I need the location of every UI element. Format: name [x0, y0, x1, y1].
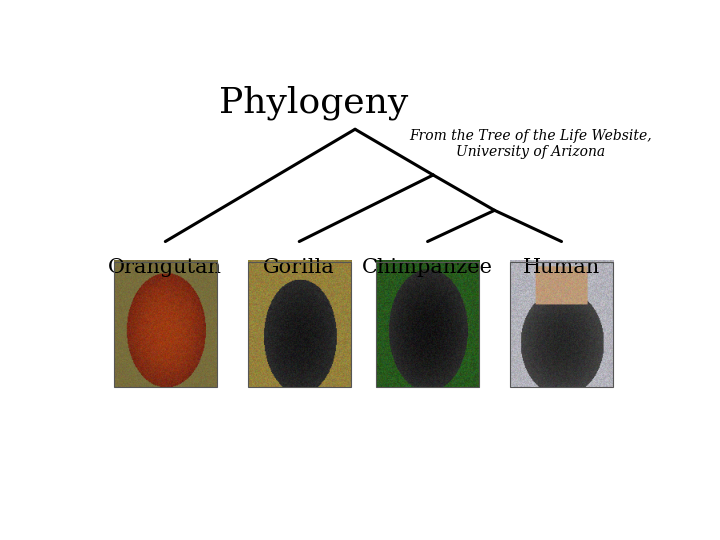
Bar — [114, 262, 217, 387]
Text: Chimpanzee: Chimpanzee — [362, 258, 493, 277]
Text: Human: Human — [523, 258, 600, 277]
Text: Orangutan: Orangutan — [108, 258, 222, 277]
Bar — [510, 262, 613, 387]
Text: Gorilla: Gorilla — [264, 258, 335, 277]
Bar — [248, 262, 351, 387]
Text: From the Tree of the Life Website,
University of Arizona: From the Tree of the Life Website, Unive… — [410, 129, 652, 159]
Bar — [376, 262, 480, 387]
Text: Phylogeny: Phylogeny — [219, 85, 408, 120]
